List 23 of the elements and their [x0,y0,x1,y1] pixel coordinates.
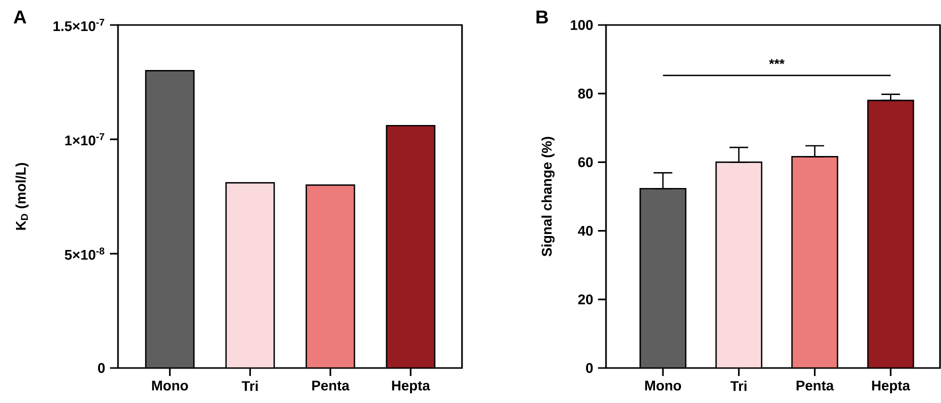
y-tick-label: 0 [98,363,105,373]
y-tick-label: 80 [578,88,593,99]
y-tick-label: 5×10$^{-8}$ [64,248,104,260]
annotation: *** [769,59,785,64]
y-tick-label: 0 [586,363,593,373]
y-axis-title: K$_{D}$ (mol/L) [15,163,29,230]
x-tick-label: Penta [796,380,834,390]
y-tick-label: 60 [578,157,593,168]
y-tick-label: 1.5×10$^{-7}$ [54,18,104,32]
x-tick-label: Mono [645,380,682,390]
chart-title: A [14,10,26,24]
y-tick-label: 1×10$^{-7}$ [65,133,104,146]
x-tick-label: Penta [312,380,350,390]
x-tick-label: Tri [730,380,746,391]
x-tick-label: Hepta [872,380,910,394]
chart-title: B [536,10,548,24]
y-axis-title: Signal change (%) [541,136,555,256]
y-tick-label: 100 [570,20,593,30]
x-tick-label: Tri [242,380,258,391]
y-tick-label: 20 [578,294,593,304]
y-tick-label: 40 [578,226,593,236]
x-tick-label: Mono [152,380,188,390]
x-tick-label: Hepta [392,380,430,394]
